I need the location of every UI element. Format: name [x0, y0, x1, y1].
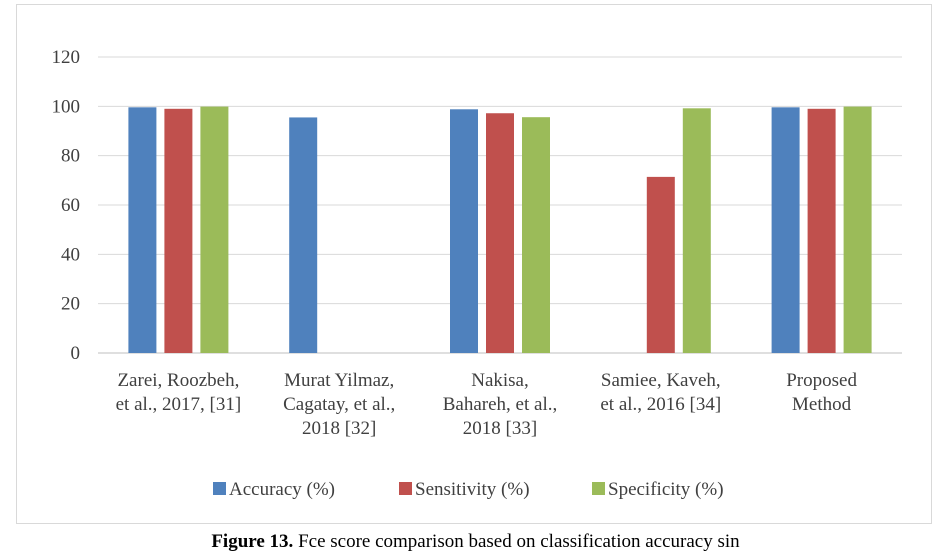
- category-label-line: Proposed: [786, 370, 857, 391]
- bar-1-2: [289, 117, 318, 353]
- category-label-1: Zarei, Roozbeh, et al., 2017, [31]: [116, 370, 242, 415]
- legend-label-3: Specificity (%): [608, 479, 724, 500]
- category-label-line: 2018 [33]: [463, 418, 537, 439]
- bar-3-5: [843, 106, 872, 353]
- bar-3-1: [200, 106, 229, 353]
- category-label-5: Proposed Method: [786, 370, 857, 415]
- chart-frame: 0 20 40 60 80 100 120 Zarei, Roozbeh, et al., 20…: [16, 4, 932, 524]
- category-label-line: Zarei, Roozbeh,: [117, 370, 239, 391]
- bar-chart: 0 20 40 60 80 100 120 Zarei, Roozbeh, et al., 20…: [52, 47, 902, 500]
- legend-label-2: Sensitivity (%): [415, 479, 530, 500]
- category-label-line: et al., 2016 [34]: [600, 394, 721, 415]
- category-label-line: Cagatay, et al.,: [283, 394, 395, 415]
- y-tick-label-40: 40: [61, 244, 80, 265]
- bar-3-4: [682, 108, 711, 353]
- y-tick-label-20: 20: [61, 294, 80, 315]
- y-tick-label-80: 80: [61, 146, 80, 167]
- y-tick-label-120: 120: [52, 47, 81, 68]
- bar-2-1: [164, 108, 193, 353]
- bar-1-3: [450, 109, 478, 353]
- category-label-2: Murat Yilmaz, Cagatay, et al., 2018 [32]: [283, 370, 395, 439]
- bar-2-3: [486, 113, 514, 354]
- y-tick-label-60: 60: [61, 195, 80, 216]
- legend-swatch-2: [399, 482, 412, 495]
- caption-text: Fce score comparison based on classifica…: [298, 531, 740, 552]
- legend-swatch-1: [213, 482, 226, 495]
- category-label-4: Samiee, Kaveh, et al., 2016 [34]: [600, 370, 721, 415]
- caption-label: Figure 13.: [211, 531, 294, 552]
- category-label-line: 2018 [32]: [302, 418, 376, 439]
- category-label-line: Method: [792, 394, 852, 415]
- y-tick-label-0: 0: [71, 343, 81, 364]
- y-tick-label-100: 100: [52, 96, 81, 117]
- legend-label-1: Accuracy (%): [229, 479, 335, 500]
- bar-1-5: [771, 107, 800, 353]
- category-label-line: Nakisa,: [471, 370, 529, 391]
- category-label-line: Bahareh, et al.,: [443, 394, 557, 415]
- category-label-3: Nakisa, Bahareh, et al., 2018 [33]: [443, 370, 557, 439]
- category-label-line: Murat Yilmaz,: [284, 370, 394, 391]
- category-label-line: et al., 2017, [31]: [116, 394, 242, 415]
- bar-1-1: [128, 107, 157, 353]
- legend-swatch-3: [592, 482, 605, 495]
- category-label-line: Samiee, Kaveh,: [601, 370, 721, 391]
- bar-3-3: [522, 117, 550, 353]
- figure-caption: Figure 13. Fce score comparison based on…: [0, 531, 951, 553]
- bar-2-4: [646, 176, 675, 353]
- bar-2-5: [807, 108, 836, 353]
